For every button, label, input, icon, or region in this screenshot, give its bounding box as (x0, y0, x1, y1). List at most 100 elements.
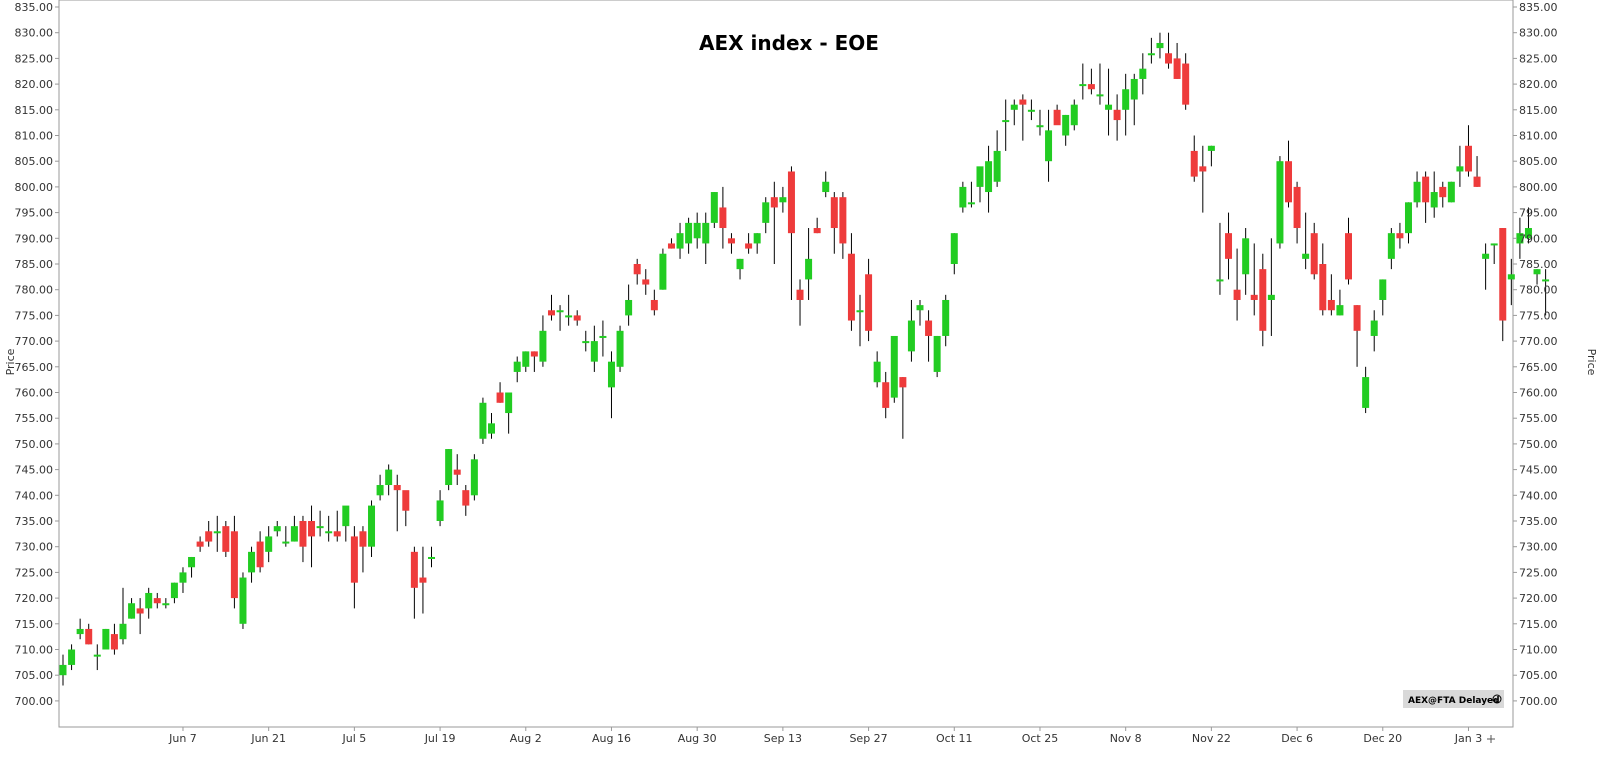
y-tick-label-right: 770.00 (1519, 335, 1558, 348)
candle-body (265, 536, 273, 552)
candle-body (85, 628, 93, 645)
candle (179, 567, 187, 593)
candle-body (145, 592, 153, 609)
candle (822, 171, 830, 198)
candle (1190, 135, 1198, 182)
candle (1147, 37, 1155, 64)
candle-body (719, 207, 727, 229)
candle-body (410, 551, 418, 588)
candle-body (196, 541, 204, 547)
candle-body (805, 258, 813, 280)
candle (1319, 243, 1327, 316)
candle (1019, 94, 1027, 141)
candle (256, 531, 264, 573)
candle-body (1533, 269, 1541, 275)
candle-body (1542, 279, 1550, 282)
candle-body (505, 392, 513, 414)
candle-body (1002, 120, 1010, 123)
y-tick-label-right: 760.00 (1519, 387, 1558, 400)
candle (1173, 42, 1181, 79)
candle (213, 515, 221, 552)
y-tick-label-right: 740.00 (1519, 489, 1558, 502)
candle-body (1327, 299, 1335, 311)
candle (85, 623, 93, 645)
candle (1156, 32, 1164, 59)
candle (1456, 145, 1464, 187)
candle (719, 186, 727, 249)
candle (1079, 63, 1087, 100)
candle-body (282, 541, 290, 544)
candle (1430, 171, 1438, 218)
candle (976, 166, 984, 203)
candle-body (676, 233, 684, 249)
candle-body (436, 500, 444, 521)
candle (667, 238, 675, 249)
candle (1130, 73, 1138, 126)
candle-body (1165, 53, 1173, 64)
y-tick-label-right: 820.00 (1519, 78, 1558, 91)
candle (273, 521, 281, 537)
candle (950, 233, 958, 275)
candle (513, 356, 521, 383)
y-tick-label-right: 815.00 (1519, 104, 1558, 117)
candle (1499, 228, 1507, 342)
candle-body (1370, 320, 1378, 336)
candle-body (188, 556, 196, 568)
candle (1447, 181, 1455, 203)
candle-body (239, 577, 247, 624)
candle (1362, 366, 1370, 414)
candle (633, 258, 641, 285)
candle (445, 449, 453, 491)
candle (727, 233, 735, 254)
candle-body (1259, 269, 1267, 331)
candle (1250, 243, 1258, 316)
candle (607, 351, 615, 419)
copyright-icon: c (1492, 694, 1502, 704)
svg-text:c: c (1495, 697, 1499, 704)
candle (865, 258, 873, 342)
candle-body (830, 197, 838, 229)
candle-body (479, 402, 487, 439)
x-tick-label: Jun 21 (250, 732, 286, 745)
candle (1096, 63, 1104, 105)
candle-body (950, 233, 958, 264)
candle-body (128, 603, 136, 619)
candle (359, 526, 367, 573)
candle (188, 556, 196, 578)
candle (539, 315, 547, 367)
candle (1387, 228, 1395, 270)
candle (265, 526, 273, 563)
candle (368, 500, 376, 557)
x-tick-label: Nov 8 (1110, 732, 1142, 745)
candle-body (153, 598, 161, 604)
candle-body (702, 222, 710, 244)
candle (599, 320, 607, 357)
plus-icon[interactable] (1487, 735, 1495, 743)
candle (736, 258, 744, 280)
candle-body (667, 243, 675, 249)
candle (350, 526, 358, 609)
candle (205, 521, 213, 547)
x-tick-label: Sep 27 (849, 732, 887, 745)
candle-body (1267, 294, 1275, 300)
candle (1293, 181, 1301, 244)
candle-body (907, 320, 915, 352)
y-tick-label-left: 800.00 (15, 181, 54, 194)
candle (170, 582, 178, 604)
candle-body (350, 536, 358, 583)
candle (839, 192, 847, 259)
candle-body (890, 335, 898, 398)
candle-body (1207, 145, 1215, 151)
candle (385, 464, 393, 496)
candle-body (582, 341, 590, 344)
candle (779, 186, 787, 213)
candle (136, 598, 144, 635)
candle (316, 510, 324, 537)
candle (1396, 222, 1404, 249)
candle-body (1019, 99, 1027, 105)
candle (1345, 217, 1352, 285)
y-tick-label-left: 765.00 (15, 361, 54, 374)
candle-body (333, 531, 341, 537)
candle-body (68, 649, 76, 665)
candle-body (1362, 377, 1370, 408)
